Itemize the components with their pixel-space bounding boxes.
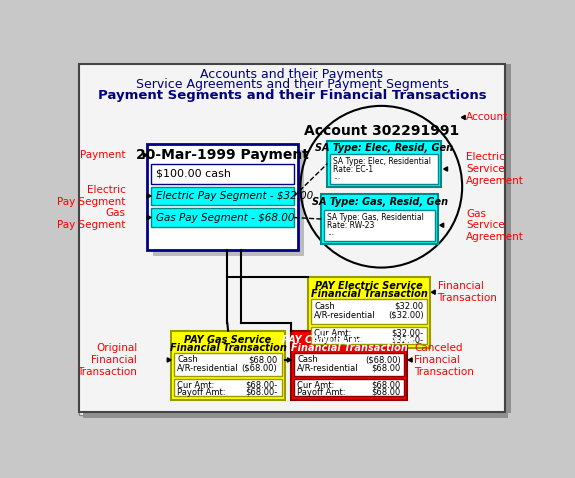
Bar: [151, 163, 294, 184]
Bar: [327, 141, 442, 187]
Text: SA Type: Elec, Residential: SA Type: Elec, Residential: [333, 157, 431, 166]
Text: Payoff Amt:: Payoff Amt:: [297, 388, 346, 397]
Polygon shape: [440, 223, 444, 228]
Text: A/R-residential: A/R-residential: [177, 364, 239, 373]
Bar: [321, 195, 438, 244]
Bar: [294, 353, 404, 376]
Text: Financial Transaction: Financial Transaction: [170, 343, 286, 353]
Bar: [311, 327, 427, 344]
Bar: [152, 150, 304, 256]
Text: $32.00-: $32.00-: [392, 328, 424, 337]
Text: Service Agreements and their Payment Segments: Service Agreements and their Payment Seg…: [136, 78, 448, 91]
Bar: [504, 64, 511, 413]
Text: ($68.00): ($68.00): [365, 356, 401, 364]
Text: A/R-residential: A/R-residential: [297, 364, 359, 373]
Text: Electric Pay Segment - $32.00: Electric Pay Segment - $32.00: [156, 191, 313, 201]
Text: Financial
Transaction: Financial Transaction: [438, 282, 497, 303]
Text: Financial Transaction: Financial Transaction: [290, 343, 408, 353]
Text: Payment: Payment: [80, 150, 126, 160]
Text: Electric
Service
Agreement: Electric Service Agreement: [466, 152, 524, 185]
Text: $68.00-: $68.00-: [245, 388, 277, 397]
Text: $100.00 cash: $100.00 cash: [156, 169, 231, 179]
Bar: [311, 299, 427, 324]
Text: Financial Transaction: Financial Transaction: [310, 289, 427, 299]
Text: Rate: RW-23: Rate: RW-23: [327, 221, 375, 230]
Polygon shape: [147, 216, 151, 219]
Polygon shape: [444, 167, 447, 171]
Polygon shape: [408, 358, 412, 362]
Text: 20-Mar-1999 Payment: 20-Mar-1999 Payment: [136, 148, 309, 162]
Bar: [294, 379, 404, 396]
Text: Cash: Cash: [315, 302, 335, 311]
Text: Payment Segments and their Financial Transactions: Payment Segments and their Financial Tra…: [98, 88, 486, 102]
Bar: [151, 208, 294, 227]
Text: Rate: EC-1: Rate: EC-1: [333, 164, 373, 174]
Text: Original
Financial
Transaction: Original Financial Transaction: [78, 343, 137, 377]
Text: Gas Pay Segment - $68.00: Gas Pay Segment - $68.00: [156, 213, 294, 223]
Text: A/R-residential: A/R-residential: [315, 311, 376, 320]
Polygon shape: [431, 290, 435, 294]
Polygon shape: [288, 358, 291, 362]
Text: PAY Electric Service: PAY Electric Service: [315, 281, 423, 291]
Text: ($68.00): ($68.00): [242, 364, 277, 373]
Bar: [171, 331, 285, 400]
Text: SA Type: Gas, Residential: SA Type: Gas, Residential: [327, 213, 424, 222]
Text: Account 302291991: Account 302291991: [304, 123, 459, 138]
Text: $68.00-: $68.00-: [245, 381, 277, 390]
Text: $32.00-: $32.00-: [392, 336, 424, 345]
Polygon shape: [147, 194, 151, 198]
Text: Account: Account: [466, 112, 508, 122]
Bar: [324, 210, 435, 240]
Polygon shape: [167, 358, 171, 362]
Bar: [147, 143, 298, 250]
Text: $68.00: $68.00: [371, 388, 401, 397]
Text: PAY CANCEL Gas Service: PAY CANCEL Gas Service: [282, 335, 416, 345]
Bar: [174, 379, 282, 396]
Text: $68.00: $68.00: [371, 364, 401, 373]
Polygon shape: [143, 153, 147, 157]
Text: SA Type: Gas, Resid, Gen: SA Type: Gas, Resid, Gen: [312, 197, 448, 207]
Bar: [174, 353, 282, 376]
Bar: [83, 412, 508, 418]
Text: Cur Amt:: Cur Amt:: [177, 381, 214, 390]
Text: Canceled
Financial
Transaction: Canceled Financial Transaction: [415, 343, 474, 377]
Text: ...: ...: [333, 172, 340, 181]
Bar: [331, 154, 438, 184]
Bar: [151, 187, 294, 205]
Bar: [291, 331, 407, 400]
Text: $68.00: $68.00: [248, 356, 277, 364]
Text: Cur Amt:: Cur Amt:: [315, 328, 351, 337]
Text: SA Type: Elec, Resid, Gen: SA Type: Elec, Resid, Gen: [315, 143, 454, 153]
Text: Cash: Cash: [177, 356, 198, 364]
Text: $68.00: $68.00: [371, 381, 401, 390]
Text: Cash: Cash: [297, 356, 318, 364]
Text: Payoff Amt:: Payoff Amt:: [315, 336, 363, 345]
Text: $32.00: $32.00: [394, 302, 424, 311]
Text: Gas
Service
Agreement: Gas Service Agreement: [466, 208, 524, 242]
Text: Electric
Pay Segment: Electric Pay Segment: [58, 185, 126, 207]
Bar: [308, 277, 430, 348]
Text: ($32.00): ($32.00): [388, 311, 424, 320]
Text: Gas
Pay Segment: Gas Pay Segment: [58, 208, 126, 230]
Text: ...: ...: [327, 228, 335, 238]
Text: PAY Gas Service: PAY Gas Service: [185, 335, 272, 345]
Text: Payoff Amt:: Payoff Amt:: [177, 388, 226, 397]
Text: Cur Amt:: Cur Amt:: [297, 381, 335, 390]
Polygon shape: [461, 115, 465, 120]
Text: Accounts and their Payments: Accounts and their Payments: [201, 68, 384, 81]
